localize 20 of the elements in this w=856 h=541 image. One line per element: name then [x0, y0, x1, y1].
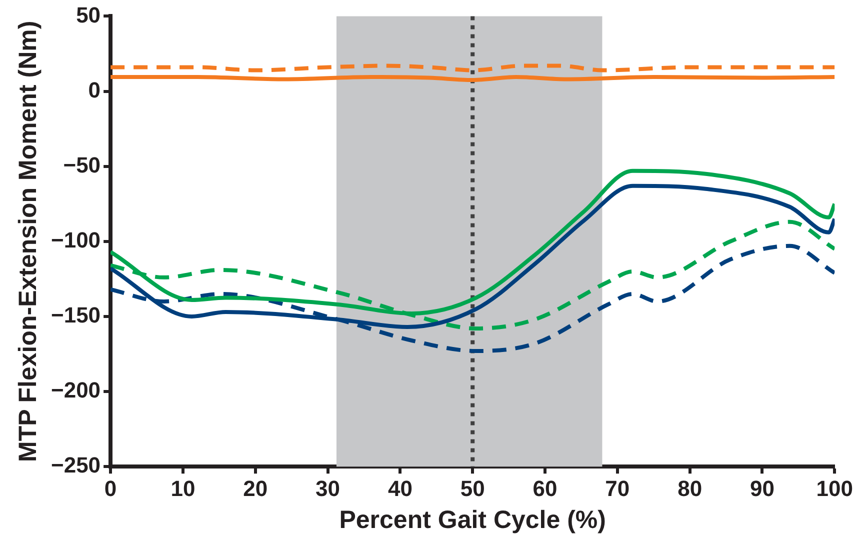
x-axis-title: Percent Gait Cycle (%) — [339, 506, 606, 534]
x-tick-label: 60 — [532, 476, 558, 501]
x-tick-label: 70 — [605, 476, 630, 501]
y-axis-title: MTP Flexion-Extension Moment (Nm) — [14, 20, 42, 462]
y-tick-label: 50 — [76, 2, 101, 28]
x-tick-label: 30 — [316, 476, 340, 501]
y-tick-label: −200 — [50, 378, 101, 403]
y-tick-label: 0 — [88, 77, 101, 102]
x-tick-label: 20 — [243, 476, 268, 501]
x-tick-label: 0 — [104, 476, 117, 501]
y-tick-label: −100 — [50, 227, 101, 252]
y-tick-label: −150 — [50, 302, 101, 328]
x-tick-label: 100 — [816, 476, 854, 501]
x-tick-label: 10 — [170, 476, 196, 501]
y-tick-label: −50 — [63, 152, 101, 178]
x-tick-label: 80 — [678, 476, 702, 501]
x-tick-label: 50 — [460, 476, 485, 501]
y-tick-label: −250 — [50, 452, 101, 478]
x-tick-label: 40 — [388, 476, 412, 501]
x-tick-label: 90 — [750, 476, 774, 501]
